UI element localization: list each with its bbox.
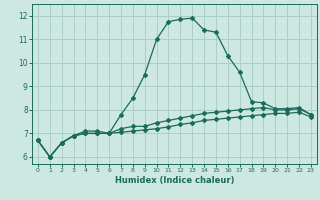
X-axis label: Humidex (Indice chaleur): Humidex (Indice chaleur) <box>115 176 234 185</box>
